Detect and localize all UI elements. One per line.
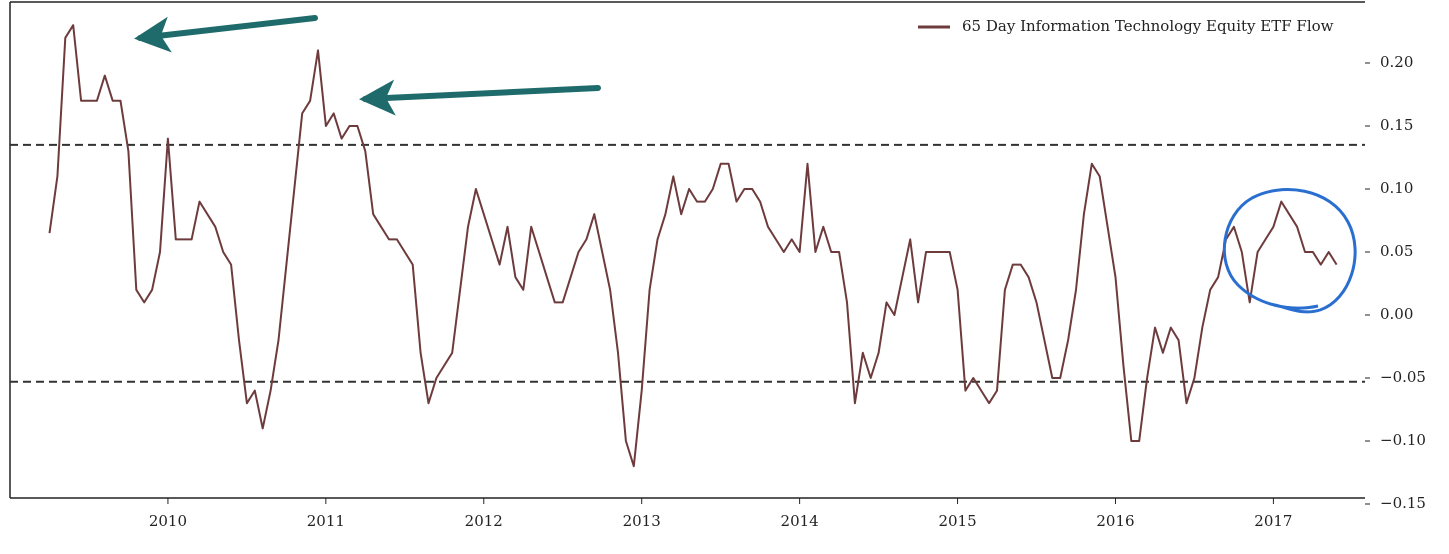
x-tick-label: 2010 [149, 512, 187, 530]
x-tick-label: 2015 [938, 512, 976, 530]
x-tick-label: 2017 [1254, 512, 1292, 530]
y-tick-label: 0.00 [1380, 305, 1413, 323]
y-tick-label: −0.05 [1380, 368, 1426, 386]
x-tick-label: 2011 [307, 512, 345, 530]
x-tick-label: 2016 [1096, 512, 1134, 530]
y-tick-label: −0.15 [1380, 494, 1426, 512]
y-tick-label: 0.15 [1380, 116, 1413, 134]
legend-label: 65 Day Information Technology Equity ETF… [962, 17, 1334, 35]
annotation-arrow [134, 15, 318, 53]
y-tick-label: 0.05 [1380, 242, 1413, 260]
data-line [48, 24, 1338, 468]
x-tick-label: 2012 [465, 512, 503, 530]
y-tick-label: −0.10 [1380, 431, 1426, 449]
y-tick-label: 0.10 [1380, 179, 1413, 197]
x-tick-label: 2014 [781, 512, 819, 530]
annotation-circle [1222, 188, 1357, 314]
y-tick-label: 0.20 [1380, 53, 1413, 71]
x-tick-label: 2013 [623, 512, 661, 530]
annotation-arrow [359, 79, 601, 116]
